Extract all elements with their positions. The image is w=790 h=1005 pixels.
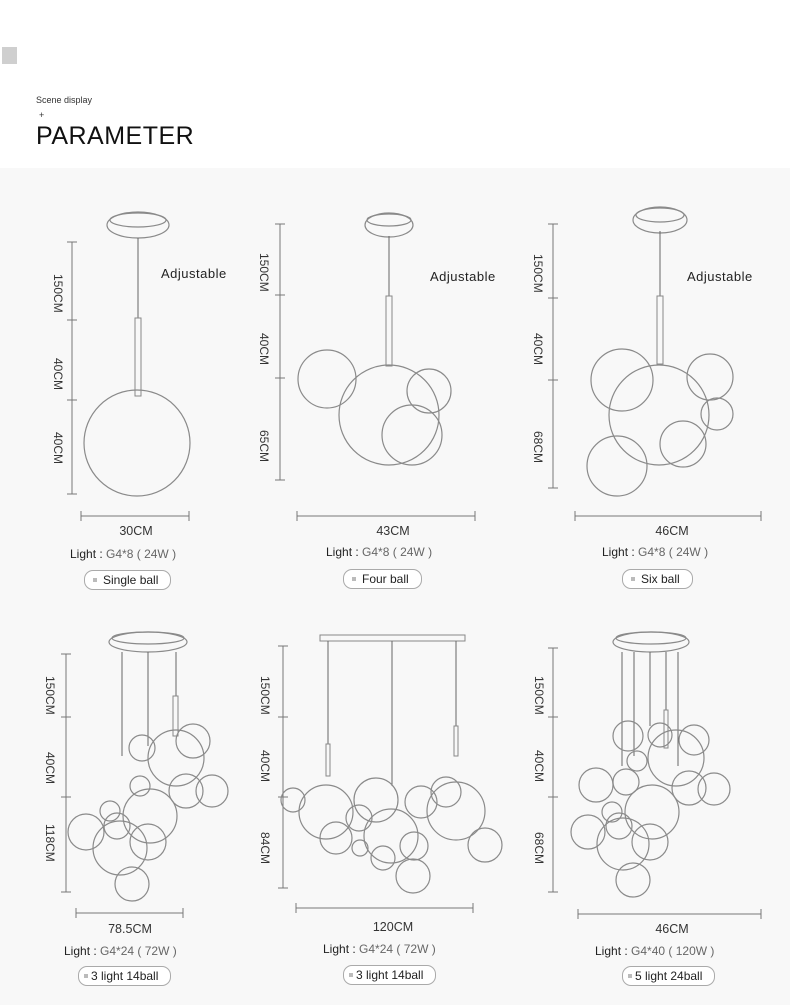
width-label: 120CM (372, 920, 414, 934)
tab-indicator (2, 47, 17, 64)
light-spec: Light : G4*8 ( 24W ) (326, 545, 432, 559)
badge-dot (84, 974, 88, 978)
badge-dot (352, 577, 356, 581)
badge-text: 5 light 24ball (635, 969, 703, 983)
four-ball-drawing (275, 212, 476, 521)
light-spec: Light : G4*8 ( 24W ) (602, 545, 708, 559)
six-ball-drawing (548, 206, 762, 521)
badge-dot (631, 577, 635, 581)
ball-count-badge: Single ball (84, 570, 172, 590)
section-header: Scene display + PARAMETER (0, 66, 790, 168)
height-top-label: 150CM (43, 676, 57, 715)
product-card-six-ball: Adjustable 150CM 40CM 68CM 46CM Light : … (526, 168, 789, 589)
width-label: 30CM (119, 524, 153, 538)
3-light-round-drawing (61, 631, 229, 918)
single-ball-drawing (67, 211, 191, 521)
height-mid-label: 40CM (51, 358, 65, 391)
light-spec: Light : G4*40 ( 120W ) (595, 944, 714, 958)
adjustable-label: Adjustable (161, 266, 227, 281)
height-top-label: 150CM (258, 676, 272, 715)
ball-count-badge: Six ball (622, 569, 693, 589)
badge-dot (628, 974, 632, 978)
light-spec: Light : G4*24 ( 72W ) (64, 944, 177, 958)
height-mid-label: 40CM (532, 750, 546, 783)
light-spec-key: Light : (326, 545, 359, 559)
height-top-label: 150CM (532, 676, 546, 715)
3-light-linear-drawing (278, 634, 503, 913)
adjustable-label: Adjustable (687, 269, 753, 284)
product-card-single-ball: Adjustable 150CM 40CM 40CM 30CM Light : … (0, 168, 263, 590)
product-card-5-light-24ball: 150CM 40CM 68CM 46CM Light : G4*40 ( 120… (526, 586, 789, 1004)
height-top-label: 150CM (257, 253, 271, 292)
light-spec-value: G4*24 ( 72W ) (359, 942, 436, 956)
badge-text: Six ball (641, 572, 680, 586)
badge-text: 3 light 14ball (91, 969, 159, 983)
height-bottom-label: 68CM (532, 832, 546, 865)
height-top-label: 150CM (531, 254, 545, 293)
badge-dot (349, 973, 353, 977)
light-spec-key: Light : (595, 944, 628, 958)
width-label: 78.5CM (108, 922, 152, 936)
plus-mark: + (39, 110, 45, 120)
light-spec-value: G4*40 ( 120W ) (631, 944, 715, 958)
light-spec-value: G4*8 ( 24W ) (362, 545, 433, 559)
height-bottom-label: 65CM (257, 430, 271, 463)
height-mid-label: 40CM (531, 333, 545, 366)
badge-text: Single ball (103, 573, 159, 587)
adjustable-label: Adjustable (430, 269, 496, 284)
light-spec: Light : G4*8 ( 24W ) (70, 547, 176, 561)
height-mid-label: 40CM (257, 333, 271, 366)
height-mid-label: 40CM (43, 752, 57, 785)
light-spec-key: Light : (64, 944, 97, 958)
light-spec-value: G4*24 ( 72W ) (100, 944, 177, 958)
width-label: 46CM (655, 922, 689, 936)
product-card-3-light-14ball-linear: 150CM 40CM 84CM 120CM Light : G4*24 ( 72… (258, 586, 526, 1004)
badge-text: 3 light 14ball (356, 968, 424, 982)
parameter-panel: Adjustable 150CM 40CM 40CM 30CM Light : … (0, 168, 790, 1005)
height-bottom-label: 118CM (43, 824, 57, 862)
scene-display-label: Scene display (36, 95, 93, 105)
product-card-four-ball: Adjustable 150CM 40CM 65CM 43CM Light : … (257, 168, 526, 589)
width-label: 46CM (655, 524, 689, 538)
light-spec-value: G4*8 ( 24W ) (106, 547, 177, 561)
light-spec-value: G4*8 ( 24W ) (638, 545, 709, 559)
height-top-label: 150CM (51, 274, 65, 313)
top-bar (0, 0, 790, 67)
height-mid-label: 40CM (258, 750, 272, 783)
ball-count-badge: 5 light 24ball (622, 966, 716, 986)
badge-dot (93, 578, 97, 582)
badge-text: Four ball (362, 572, 409, 586)
height-bottom-label: 68CM (531, 431, 545, 464)
width-label: 43CM (376, 524, 410, 538)
ball-count-badge: 3 light 14ball (343, 965, 437, 985)
light-spec: Light : G4*24 ( 72W ) (323, 942, 436, 956)
light-spec-key: Light : (70, 547, 103, 561)
ball-count-badge: 3 light 14ball (78, 966, 172, 986)
ball-count-badge: Four ball (343, 569, 422, 589)
product-card-3-light-14ball-round: 150CM 40CM 118CM 78.5CM Light : G4*24 ( … (0, 586, 263, 1004)
light-spec-key: Light : (602, 545, 635, 559)
5-light-drawing (548, 631, 762, 919)
page-title: PARAMETER (36, 122, 195, 150)
height-bottom-label: 40CM (51, 432, 65, 465)
height-bottom-label: 84CM (258, 832, 272, 865)
light-spec-key: Light : (323, 942, 356, 956)
